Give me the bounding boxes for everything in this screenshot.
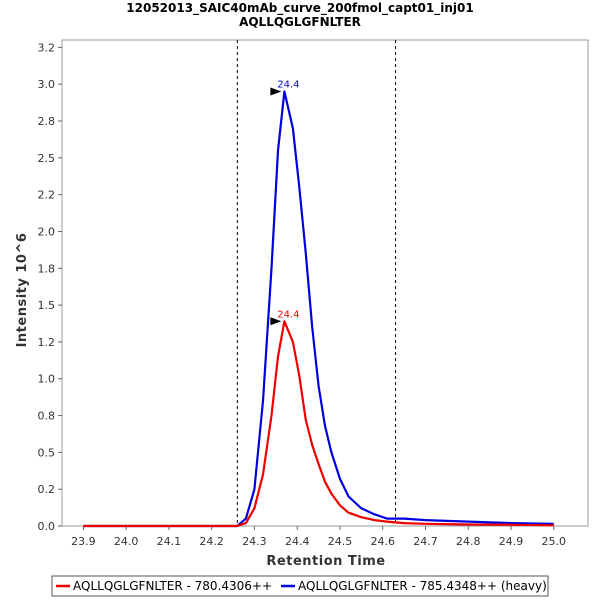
chart-title: 12052013_SAIC40mAb_curve_200fmol_capt01_…	[126, 1, 473, 16]
y-tick-label: 3.0	[38, 78, 56, 91]
series-line-heavy	[83, 90, 554, 528]
y-tick-label: 3.2	[38, 41, 56, 54]
y-axis-label: Intensity 10^6	[15, 233, 30, 348]
x-tick-label: 24.8	[456, 535, 481, 548]
series-line-light	[83, 320, 554, 528]
x-tick-label: 24.5	[328, 535, 353, 548]
y-tick-label: 2.2	[38, 189, 56, 202]
x-axis-label: Retention Time	[266, 554, 385, 569]
legend: AQLLQGLGFNLTER - 780.4306++ AQLLQGLGFNLT…	[51, 575, 549, 597]
y-tick-label: 1.5	[38, 299, 56, 312]
legend-entry-light: AQLLQGLGFNLTER - 780.4306++	[73, 579, 272, 593]
series-group	[83, 90, 554, 528]
peak-label-light: 24.4	[277, 309, 299, 320]
x-tick-label: 25.0	[542, 535, 567, 548]
y-tick-label: 1.0	[38, 373, 56, 386]
y-tick-label: 0.0	[38, 520, 56, 533]
x-tick-label: 24.3	[242, 535, 267, 548]
x-tick-label: 24.9	[499, 535, 524, 548]
y-tick-label: 2.8	[38, 115, 56, 128]
x-tick-label: 24.7	[413, 535, 438, 548]
peak-marker-arrow	[270, 87, 282, 96]
x-tick-label: 24.2	[199, 535, 224, 548]
y-tick-label: 1.8	[38, 262, 56, 275]
x-tick-label: 24.1	[157, 535, 182, 548]
x-tick-label: 24.4	[285, 535, 310, 548]
peak-label-heavy: 24.4	[277, 80, 299, 91]
y-tick-label: 1.2	[38, 336, 56, 349]
plot-area	[61, 39, 589, 527]
x-tick-label: 23.9	[71, 535, 96, 548]
integration-boundaries	[236, 40, 397, 526]
y-tick-label: 0.8	[38, 410, 56, 423]
x-tick-label: 24.0	[114, 535, 139, 548]
x-tick-label: 24.6	[370, 535, 395, 548]
x-axis: 23.9 24.0 24.1 24.2 24.3 24.4 24.5 24.6 24.7 24.8…	[71, 526, 566, 548]
peak-annotations: 24.4 24.4	[270, 80, 300, 326]
y-tick-label: 2.5	[38, 152, 56, 165]
legend-box	[51, 575, 549, 597]
y-tick-label: 0.2	[38, 483, 56, 496]
legend-entry-heavy: AQLLQGLGFNLTER - 785.4348++ (heavy)	[298, 579, 547, 593]
y-axis: 0.0 0.2 0.5 0.8 1.0 1.2 1.5 1.8 2.0 2.2 2.5 2.8 3.0 3…	[38, 41, 62, 533]
peak-marker-arrow	[270, 317, 282, 326]
y-tick-label: 0.5	[38, 446, 56, 459]
chart-subtitle: AQLLQGLGFNLTER	[239, 15, 361, 29]
y-tick-label: 2.0	[38, 225, 56, 238]
